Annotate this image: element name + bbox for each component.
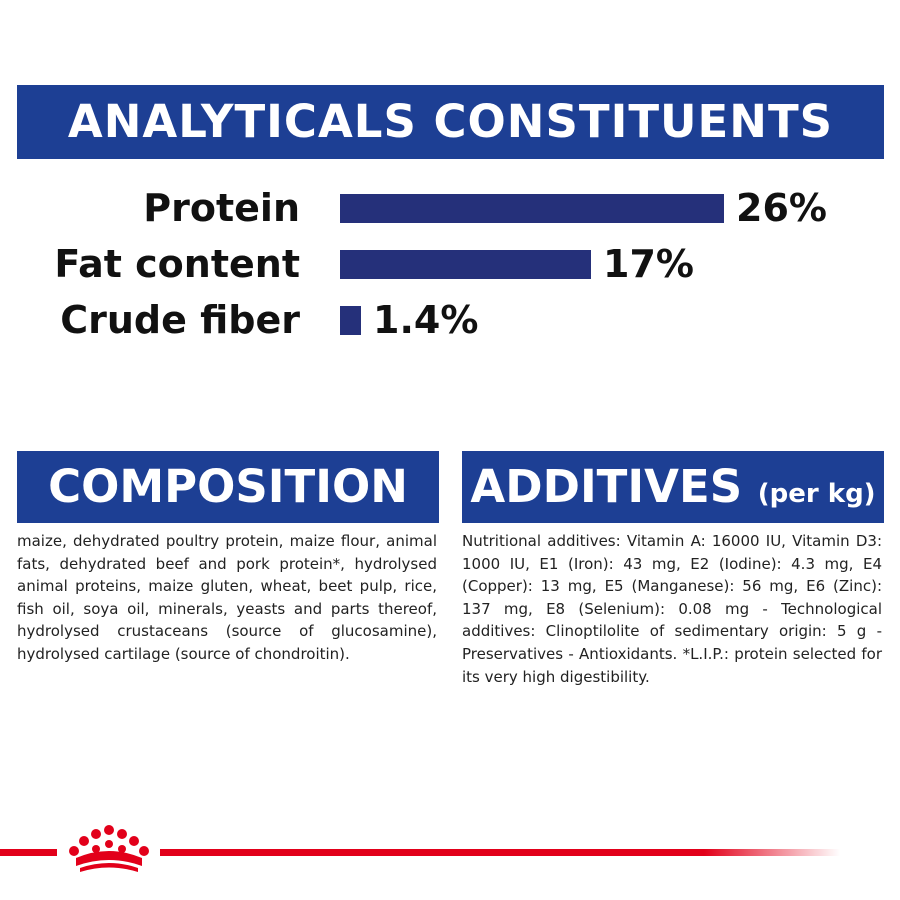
composition-text: maize, dehydrated poultry protein, maize…: [17, 532, 437, 663]
chart-row: Protein 26%: [0, 186, 900, 230]
category-label: Protein: [143, 186, 300, 230]
value-label: 1.4%: [373, 298, 479, 342]
category-label: Crude fiber: [60, 298, 300, 342]
composition-heading: COMPOSITION: [17, 451, 439, 523]
page-title: ANALYTICALS CONSTITUENTS: [17, 85, 884, 159]
bar: [340, 194, 724, 223]
additives-heading-title: ADDITIVES: [470, 460, 743, 513]
additives-heading: ADDITIVES (per kg): [462, 451, 884, 523]
crown-icon: [69, 825, 149, 872]
value-label: 26%: [736, 186, 827, 230]
brand-footer: [0, 820, 900, 880]
red-line-right: [160, 849, 840, 856]
bar: [340, 250, 591, 279]
category-label: Fat content: [54, 242, 300, 286]
chart-row: Fat content 17%: [0, 242, 900, 286]
value-label: 17%: [603, 242, 694, 286]
additives-text: Nutritional additives: Vitamin A: 16000 …: [462, 532, 882, 686]
chart-row: Crude fiber 1.4%: [0, 298, 900, 342]
additives-heading-suffix: (per kg): [757, 479, 876, 509]
bar: [340, 306, 361, 335]
red-line-left: [0, 849, 57, 856]
